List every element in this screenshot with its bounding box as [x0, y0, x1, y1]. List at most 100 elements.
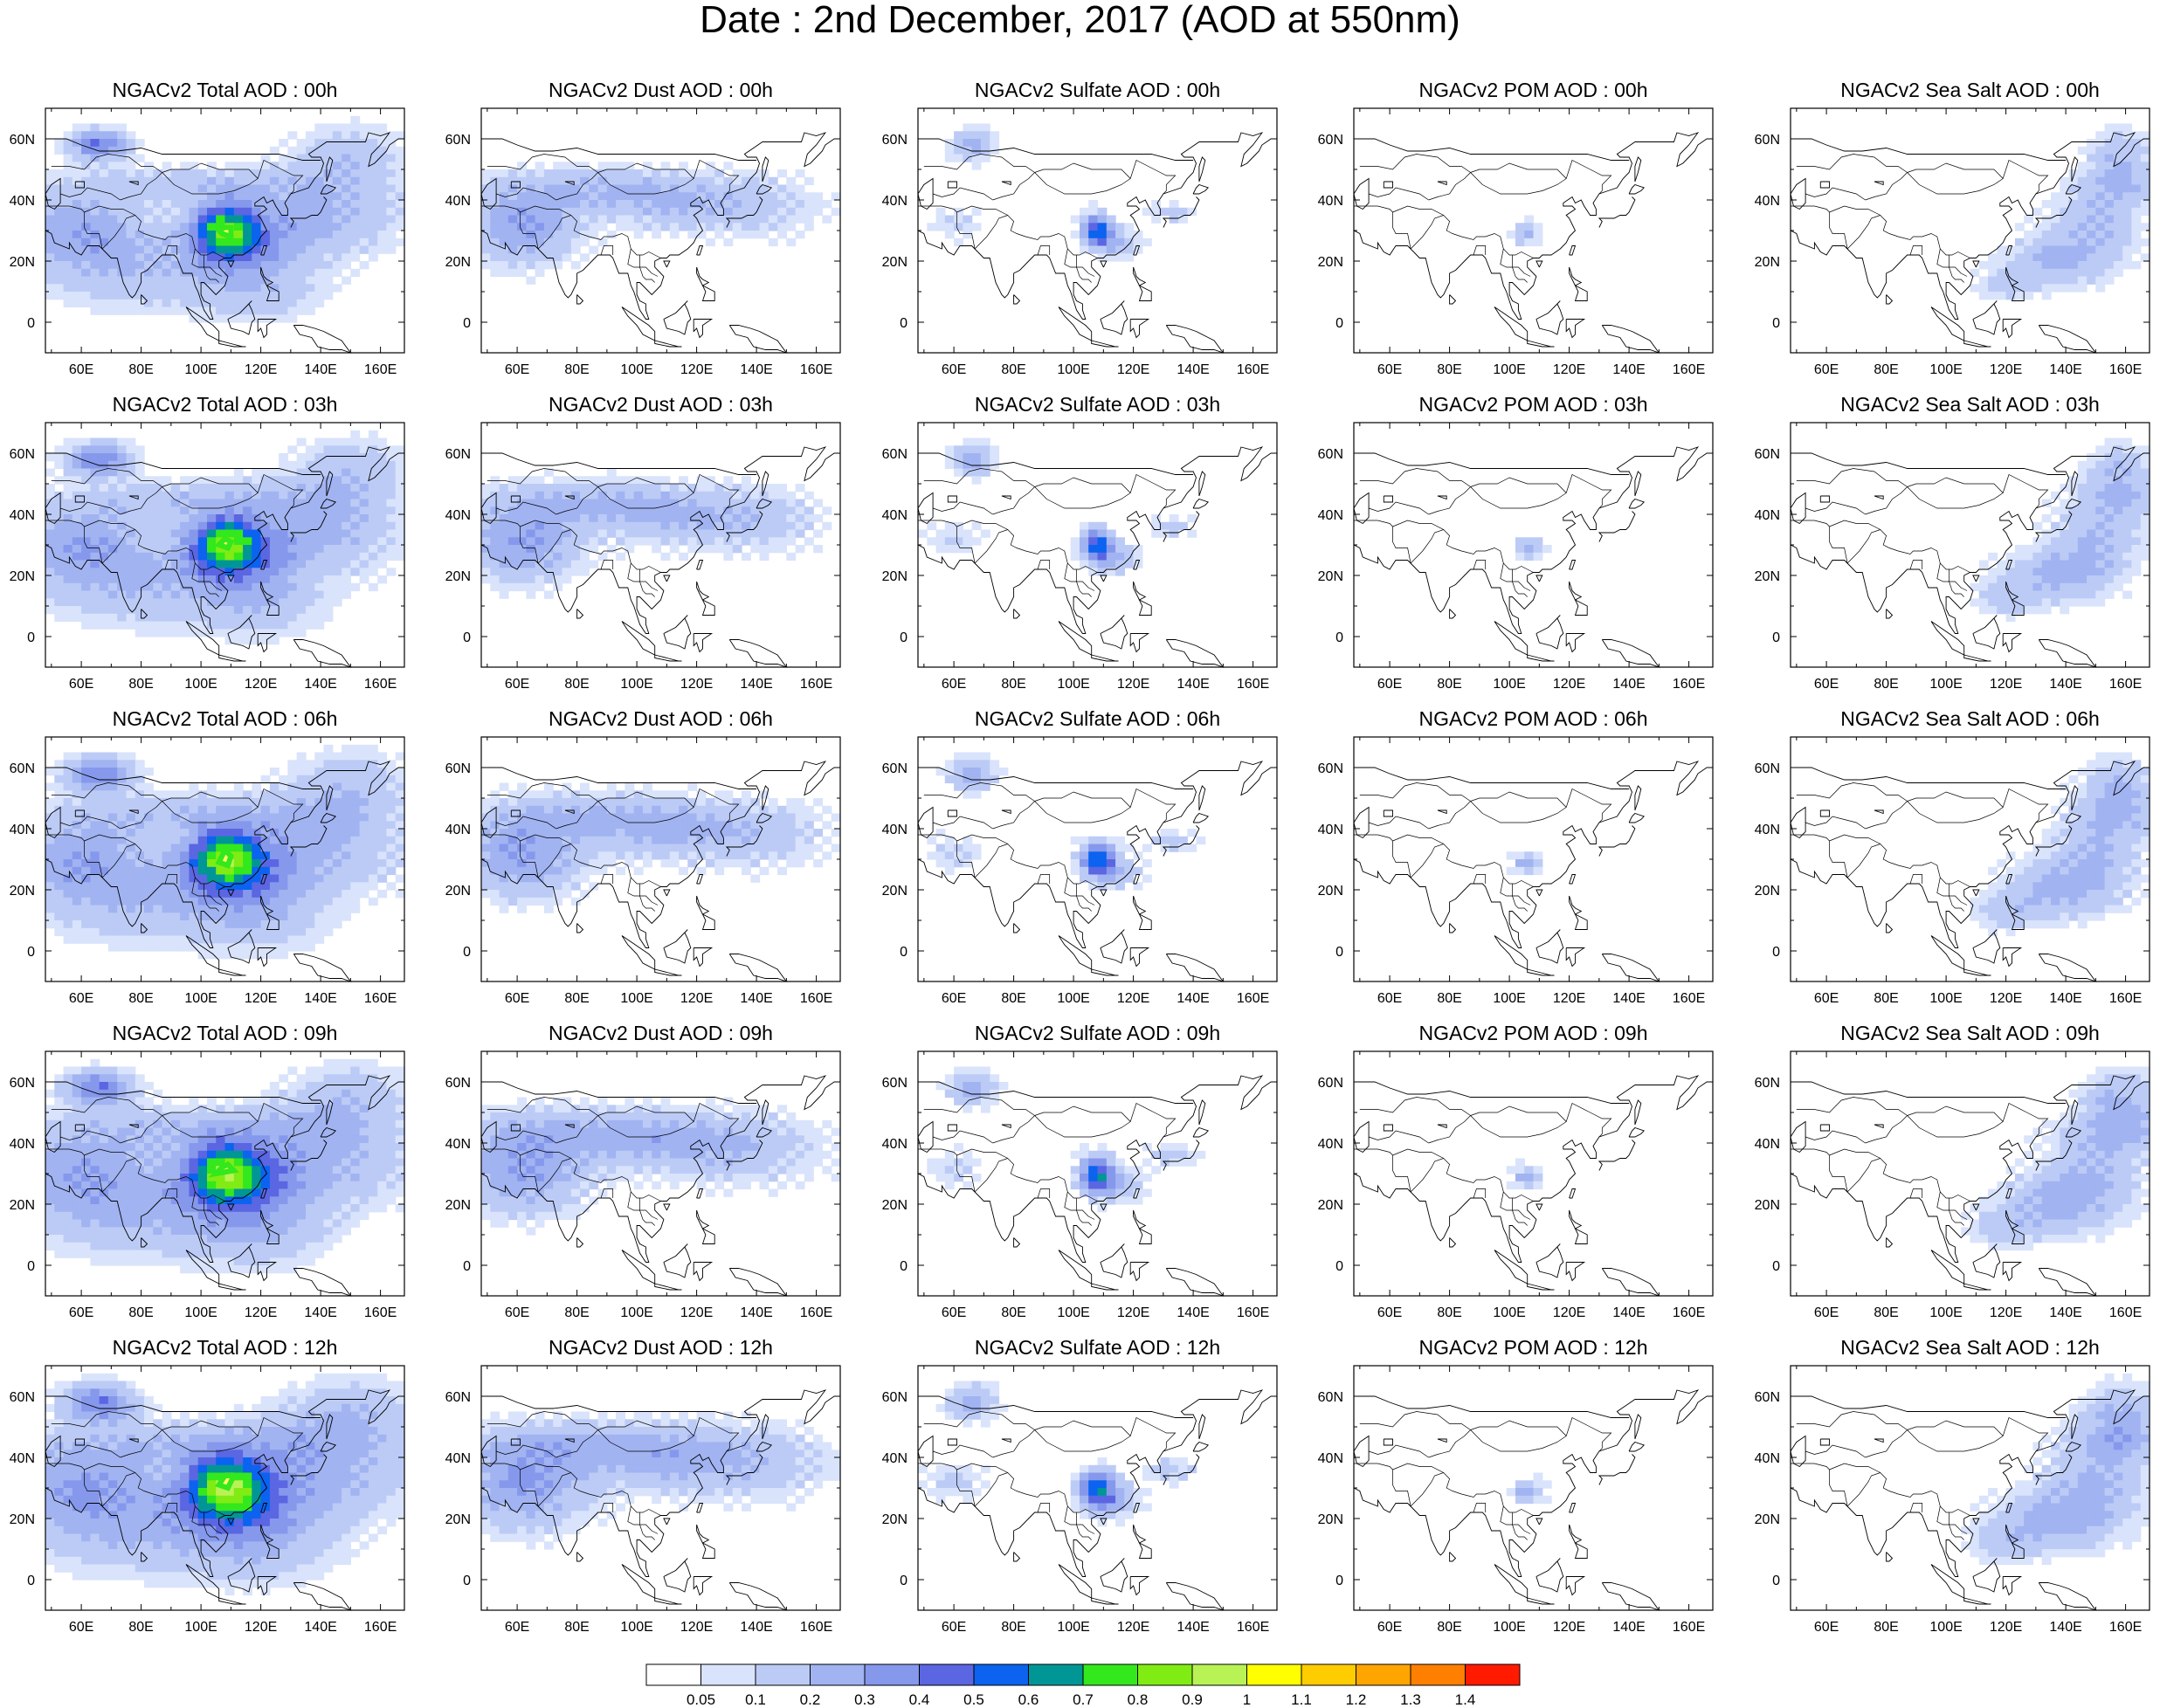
- aod-cell: [1533, 238, 1543, 247]
- aod-cell: [197, 813, 208, 822]
- aod-cell: [252, 851, 262, 860]
- aod-cell: [804, 537, 814, 546]
- aod-cell: [99, 775, 109, 784]
- aod-cell: [233, 253, 244, 262]
- aod-cell: [260, 529, 271, 538]
- aod-cell: [252, 805, 262, 815]
- aod-cell: [2104, 200, 2115, 209]
- y-tick-label: 20N: [882, 569, 907, 584]
- aod-cell: [687, 545, 698, 554]
- aod-cell: [562, 207, 572, 217]
- aod-cell: [2095, 139, 2106, 148]
- aod-cell: [652, 813, 662, 822]
- aod-cell: [616, 223, 625, 231]
- aod-cell: [2077, 476, 2088, 485]
- aod-cell: [63, 468, 73, 477]
- aod-cell: [332, 453, 342, 462]
- aod-cell: [386, 805, 397, 815]
- aod-cell: [795, 484, 805, 492]
- aod-cell: [526, 521, 536, 531]
- aod-cell: [224, 268, 235, 278]
- aod-cell: [377, 514, 388, 523]
- aod-cell: [126, 292, 136, 300]
- aod-cell: [2041, 284, 2052, 293]
- x-tick-label: 120E: [1553, 677, 1585, 692]
- aod-cell: [314, 139, 325, 148]
- aod-cell: [279, 836, 289, 845]
- aod-cell: [306, 582, 315, 592]
- aod-cell: [90, 192, 100, 201]
- aod-cell: [2104, 545, 2115, 554]
- aod-cell: [63, 529, 73, 538]
- aod-cell: [153, 192, 163, 201]
- aod-cell: [224, 184, 235, 193]
- aod-cell: [386, 491, 397, 500]
- aod-cell: [252, 169, 262, 178]
- aod-cell: [652, 184, 662, 193]
- aod-cell: [63, 253, 73, 262]
- aod-cell: [342, 744, 351, 754]
- aod-cell: [543, 207, 554, 217]
- aod-cell: [395, 506, 405, 515]
- aod-cell: [580, 568, 590, 576]
- aod-cell: [81, 844, 91, 852]
- aod-cell: [296, 943, 307, 952]
- aod-cell: [759, 844, 769, 852]
- aod-cell: [63, 131, 73, 140]
- aod-cell: [287, 476, 298, 485]
- aod-cell: [107, 598, 118, 607]
- aod-cell: [643, 529, 652, 538]
- aod-cell: [616, 866, 625, 876]
- aod-cell: [170, 859, 181, 868]
- aod-cell: [395, 154, 405, 162]
- aod-cell: [2041, 606, 2052, 615]
- aod-cell: [687, 484, 698, 492]
- aod-cell: [153, 253, 163, 262]
- aod-cell: [2005, 575, 2016, 584]
- aod-cell: [63, 169, 73, 178]
- aod-cell: [197, 521, 208, 531]
- aod-cell: [507, 200, 518, 209]
- aod-cell: [507, 866, 518, 876]
- aod-cell: [90, 184, 100, 193]
- aod-cell: [535, 829, 545, 837]
- aod-cell: [705, 491, 715, 500]
- aod-cell: [954, 844, 963, 852]
- aod-cell: [180, 306, 190, 315]
- aod-cell: [162, 223, 172, 231]
- aod-cell: [742, 176, 751, 186]
- aod-cell: [306, 207, 315, 217]
- aod-cell: [243, 200, 252, 209]
- aod-cell: [233, 590, 244, 599]
- aod-cell: [935, 537, 946, 546]
- aod-cell: [107, 829, 118, 837]
- aod-cell: [714, 169, 725, 178]
- aod-cell: [117, 284, 128, 293]
- aod-cell: [243, 613, 252, 623]
- aod-cell: [162, 844, 172, 852]
- aod-cell: [216, 552, 226, 561]
- aod-cell: [2095, 276, 2106, 285]
- aod-cell: [126, 223, 136, 231]
- aod-cell: [813, 200, 824, 209]
- coastlines: [480, 132, 840, 354]
- aod-cell: [386, 460, 397, 470]
- aod-cell: [233, 223, 244, 231]
- aod-cell: [54, 851, 65, 860]
- aod-cell: [490, 261, 500, 270]
- aod-cell: [669, 506, 680, 515]
- aod-cell: [368, 529, 378, 538]
- aod-cell: [153, 231, 163, 239]
- aod-cell: [2095, 506, 2106, 515]
- aod-cell: [233, 537, 244, 546]
- aod-cell: [90, 521, 100, 531]
- aod-cell: [207, 782, 217, 791]
- aod-cell: [2122, 575, 2133, 584]
- aod-cell: [759, 521, 769, 531]
- aod-cell: [287, 231, 298, 239]
- aod-cell: [117, 169, 128, 178]
- aod-cell: [342, 231, 351, 239]
- aod-cell: [63, 905, 73, 913]
- aod-cell: [980, 752, 990, 761]
- aod-cell: [224, 613, 235, 623]
